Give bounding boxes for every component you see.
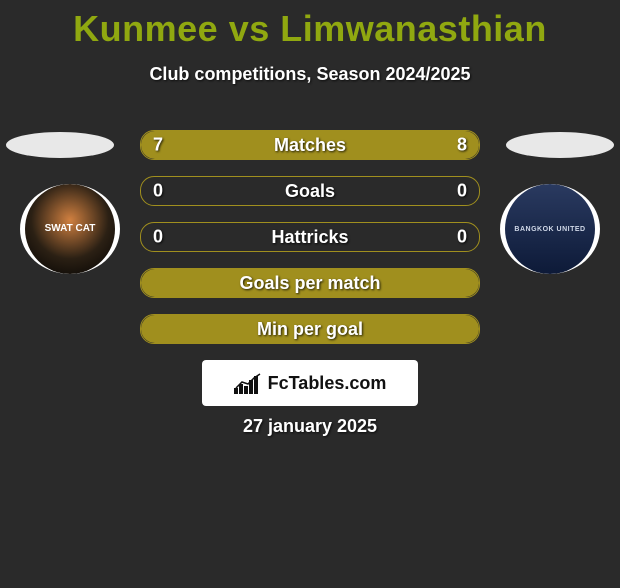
stat-label: Matches: [274, 135, 346, 156]
club-badge-right-inner: BANGKOK UNITED: [505, 184, 595, 274]
page-title: Kunmee vs Limwanasthian: [0, 8, 620, 50]
marker-right: [506, 132, 614, 158]
stat-value-left: 0: [153, 181, 163, 202]
marker-left: [6, 132, 114, 158]
subtitle: Club competitions, Season 2024/2025: [0, 64, 620, 85]
stat-bar: Min per goal: [140, 314, 480, 344]
stat-bar: 0 0 Goals: [140, 176, 480, 206]
stat-label: Hattricks: [271, 227, 348, 248]
stats-area: 7 8 Matches 0 0 Goals 0 0 Hattricks Goals per mat…: [140, 130, 480, 360]
stat-bar: Goals per match: [140, 268, 480, 298]
stat-value-right: 0: [457, 181, 467, 202]
stat-label: Goals: [285, 181, 335, 202]
club-badge-left-text: SWAT CAT: [45, 224, 96, 234]
stat-value-right: 8: [457, 135, 467, 156]
stat-value-left: 0: [153, 227, 163, 248]
comparison-card: Kunmee vs Limwanasthian Club competition…: [0, 8, 620, 588]
player-right-name: Limwanasthian: [280, 8, 547, 49]
date-line: 27 january 2025: [0, 416, 620, 437]
brand-text: FcTables.com: [268, 373, 387, 394]
club-badge-left-inner: SWAT CAT: [25, 184, 115, 274]
club-badge-right: BANGKOK UNITED: [500, 184, 600, 274]
stat-bar: 0 0 Hattricks: [140, 222, 480, 252]
stat-value-right: 0: [457, 227, 467, 248]
brand-chart-icon: [234, 372, 262, 394]
stat-label: Min per goal: [257, 319, 363, 340]
stat-label: Goals per match: [239, 273, 380, 294]
stat-bar: 7 8 Matches: [140, 130, 480, 160]
club-badge-right-text: BANGKOK UNITED: [514, 226, 585, 233]
brand-box: FcTables.com: [202, 360, 418, 406]
stat-value-left: 7: [153, 135, 163, 156]
title-vs: vs: [229, 8, 270, 49]
player-left-name: Kunmee: [73, 8, 218, 49]
club-badge-left: SWAT CAT: [20, 184, 120, 274]
